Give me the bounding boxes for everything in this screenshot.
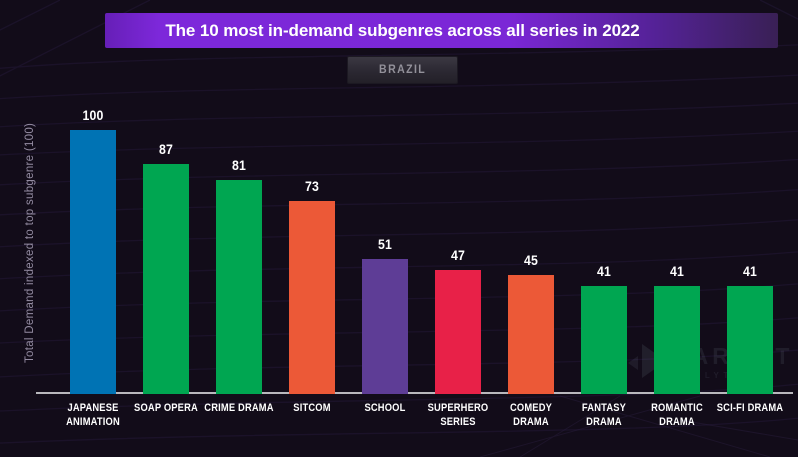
- watermark-arrow-icon: [628, 356, 638, 370]
- title-banner: The 10 most in-demand subgenres across a…: [105, 13, 778, 48]
- title-suffix: across all series in 2022: [442, 20, 640, 40]
- bar-column-fantasy-drama: 41 FANTASY DRAMA: [567, 263, 641, 428]
- bar-value-label: 100: [82, 107, 104, 123]
- bar-column-sci-fi-drama: 41 SCI-FI DRAMA: [713, 263, 787, 414]
- x-axis-line: [36, 392, 793, 394]
- bar-category-label: SOAP OPERA: [133, 402, 198, 414]
- bar-soap-opera[interactable]: [142, 164, 189, 394]
- country-filter-button[interactable]: BRAZIL: [347, 56, 458, 84]
- bar-value-label: 45: [523, 252, 538, 268]
- bar-category-label: SCHOOL: [364, 402, 406, 414]
- bar-value-label: 87: [158, 141, 173, 157]
- title-highlight: subgenres: [357, 20, 443, 40]
- bar-category-label: COMEDY DRAMA: [509, 402, 552, 428]
- page-title: The 10 most in-demand subgenres across a…: [165, 21, 639, 41]
- bar-value-label: 81: [231, 157, 246, 173]
- y-axis-label: Total Demand indexed to top subgenre (10…: [24, 122, 36, 364]
- bar-romantic-drama[interactable]: [653, 286, 700, 394]
- bar-fantasy-drama[interactable]: [580, 286, 627, 394]
- bar-column-romantic-drama: 41 ROMANTIC DRAMA: [640, 263, 714, 428]
- bar-value-label: 41: [596, 263, 611, 279]
- bar-column-soap-opera: 87 SOAP OPERA: [129, 141, 203, 414]
- bar-column-superhero-series: 47 SUPERHERO SERIES: [421, 247, 495, 428]
- bar-column-school: 51 SCHOOL: [348, 236, 422, 414]
- bar-sci-fi-drama[interactable]: [726, 286, 773, 394]
- bar-value-label: 41: [742, 263, 757, 279]
- bar-column-japanese-animation: 100 JAPANESE ANIMATION: [56, 107, 130, 428]
- bar-superhero-series[interactable]: [434, 270, 481, 394]
- bar-value-label: 51: [377, 236, 392, 252]
- bar-category-label: SUPERHERO SERIES: [427, 402, 489, 428]
- bar-school[interactable]: [361, 259, 408, 394]
- watermark-brand-subname: ANALYTICS: [674, 371, 760, 380]
- bar-column-crime-drama: 81 CRIME DRAMA: [202, 157, 276, 414]
- bar-category-label: SITCOM: [293, 402, 331, 414]
- bar-category-label: JAPANESE ANIMATION: [66, 402, 120, 428]
- title-prefix: The 10 most in-demand: [165, 20, 358, 40]
- bar-japanese-animation[interactable]: [70, 130, 116, 394]
- bar-category-label: FANTASY DRAMA: [581, 402, 626, 428]
- bar-crime-drama[interactable]: [215, 180, 262, 394]
- bar-category-label: ROMANTIC DRAMA: [650, 402, 703, 428]
- bar-category-label: SCI-FI DRAMA: [716, 402, 783, 414]
- bar-sitcom[interactable]: [288, 201, 335, 394]
- bar-comedy-drama[interactable]: [507, 275, 554, 394]
- bar-value-label: 47: [450, 247, 465, 263]
- country-filter-label: BRAZIL: [378, 64, 427, 76]
- bar-column-comedy-drama: 45 COMEDY DRAMA: [494, 252, 568, 428]
- bar-category-label: CRIME DRAMA: [204, 402, 274, 414]
- bar-column-sitcom: 73 SITCOM: [275, 178, 349, 414]
- bar-value-label: 73: [304, 178, 319, 194]
- bar-value-label: 41: [669, 263, 684, 279]
